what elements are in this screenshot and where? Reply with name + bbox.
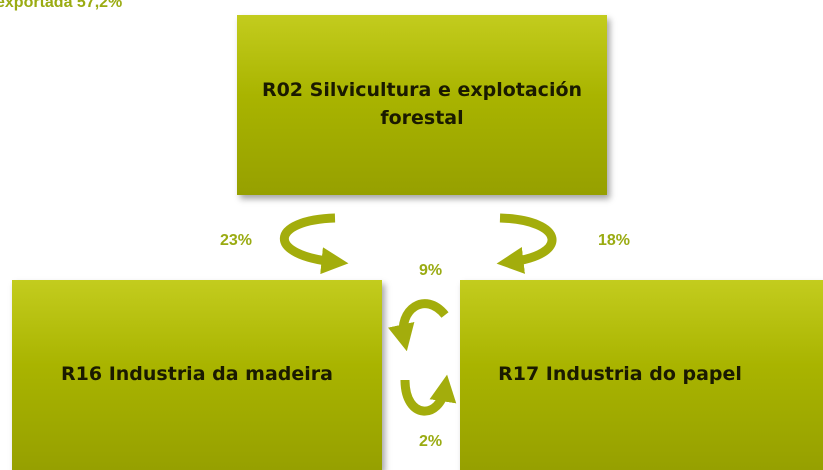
arrows	[279, 213, 557, 416]
node: R16 Industria da madeira	[12, 280, 382, 470]
node-label: R02 Silvicultura e explotación forestal	[261, 79, 583, 129]
edge-label: 18%	[598, 232, 631, 249]
arrow	[496, 213, 557, 274]
edge-label: 9%	[419, 262, 443, 279]
edge-label: 23%	[220, 232, 253, 249]
arrow	[279, 213, 349, 275]
edge-label: 2%	[419, 433, 443, 450]
node: R17 Industria do papel	[460, 280, 823, 470]
arrow	[400, 374, 457, 416]
node-label: R16 Industria da madeira	[61, 363, 333, 386]
node-label: R17 Industria do papel	[498, 363, 742, 386]
export-label: exportada 57,2%	[0, 0, 123, 11]
node: R02 Silvicultura e explotación forestal	[237, 15, 607, 195]
arrow	[387, 299, 449, 352]
